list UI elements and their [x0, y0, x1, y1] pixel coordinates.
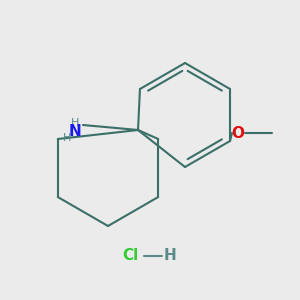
Text: H: H: [164, 248, 176, 263]
Text: H: H: [63, 133, 71, 143]
Text: Cl: Cl: [122, 248, 138, 263]
Text: H: H: [71, 118, 79, 128]
Text: N: N: [69, 124, 81, 140]
Text: O: O: [232, 125, 244, 140]
